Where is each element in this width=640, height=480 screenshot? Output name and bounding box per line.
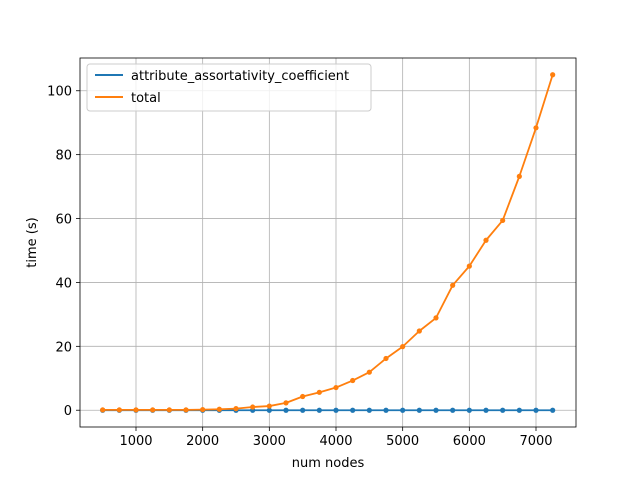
- data-point-total: [383, 355, 389, 362]
- data-point-total: [100, 407, 106, 413]
- data-point-total: [416, 328, 422, 334]
- x-axis-label: num nodes: [292, 456, 365, 471]
- data-point-attribute-assortativity: [416, 407, 422, 413]
- y-axis-label: time (s): [25, 217, 40, 267]
- data-point-attribute-assortativity: [400, 407, 406, 413]
- data-point-attribute-assortativity: [383, 407, 389, 413]
- x-tick-label: 3000: [253, 434, 286, 449]
- data-point-attribute-assortativity: [450, 407, 456, 413]
- plot-frame: [79, 57, 577, 428]
- data-point-total: [400, 344, 406, 350]
- series-line-total: [102, 74, 554, 411]
- x-tick-label: 6000: [453, 434, 486, 449]
- data-point-attribute-assortativity: [316, 407, 322, 413]
- data-point-total: [550, 72, 556, 78]
- data-point-total: [116, 407, 122, 413]
- data-point-total: [183, 407, 189, 413]
- data-point-total: [283, 400, 289, 406]
- x-tick-label: 1000: [119, 434, 152, 449]
- legend: attribute_assortativity_coefficient tota…: [86, 63, 372, 112]
- data-point-total: [350, 377, 356, 384]
- data-point-total: [333, 384, 339, 391]
- legend-label-attribute-assortativity: attribute_assortativity_coefficient: [131, 69, 349, 84]
- data-point-total: [533, 125, 539, 131]
- plot-series: [100, 72, 556, 413]
- y-axis-ticks: 0 20 40 60 80 100: [47, 85, 80, 419]
- data-point-total: [233, 406, 239, 412]
- data-point-attribute-assortativity: [350, 407, 356, 413]
- data-point-attribute-assortativity: [483, 407, 489, 413]
- data-point-attribute-assortativity: [300, 407, 306, 413]
- y-tick-label: 20: [55, 340, 72, 355]
- y-tick-label: 100: [47, 85, 72, 100]
- data-point-attribute-assortativity: [333, 407, 339, 413]
- data-point-total: [200, 406, 206, 413]
- data-point-total: [266, 403, 272, 409]
- data-point-total: [466, 263, 472, 269]
- data-point-total: [516, 173, 522, 179]
- data-point-attribute-assortativity: [433, 407, 439, 413]
- x-tick-label: 4000: [319, 434, 352, 449]
- legend-label-total: total: [131, 91, 161, 106]
- data-point-total: [316, 389, 322, 395]
- data-point-attribute-assortativity: [283, 407, 289, 413]
- data-point-attribute-assortativity: [550, 407, 556, 413]
- data-point-total: [133, 407, 139, 413]
- data-point-attribute-assortativity: [500, 407, 506, 413]
- data-point-attribute-assortativity: [466, 407, 472, 413]
- x-axis-ticks: 1000 2000 3000 4000 5000 6000 7000: [119, 427, 553, 449]
- data-point-total: [450, 282, 456, 288]
- data-point-total: [166, 407, 172, 413]
- x-tick-label: 5000: [386, 434, 419, 449]
- data-point-attribute-assortativity: [266, 407, 272, 413]
- data-point-total: [500, 217, 506, 224]
- data-point-attribute-assortativity: [516, 407, 522, 413]
- y-tick-label: 0: [64, 404, 72, 419]
- data-point-total: [433, 315, 439, 321]
- data-point-total: [366, 369, 372, 375]
- y-tick-label: 40: [55, 276, 72, 291]
- legend-box: [86, 63, 372, 112]
- data-point-total: [483, 237, 489, 243]
- data-point-total: [150, 407, 156, 413]
- data-point-total: [300, 393, 306, 400]
- x-tick-label: 7000: [519, 434, 552, 449]
- y-tick-label: 80: [55, 149, 72, 164]
- data-point-attribute-assortativity: [366, 407, 372, 413]
- grid: [80, 58, 576, 427]
- data-point-attribute-assortativity: [533, 407, 539, 413]
- y-tick-label: 60: [55, 213, 72, 228]
- data-point-total: [250, 404, 256, 410]
- x-tick-label: 2000: [186, 434, 219, 449]
- data-point-total: [216, 406, 222, 412]
